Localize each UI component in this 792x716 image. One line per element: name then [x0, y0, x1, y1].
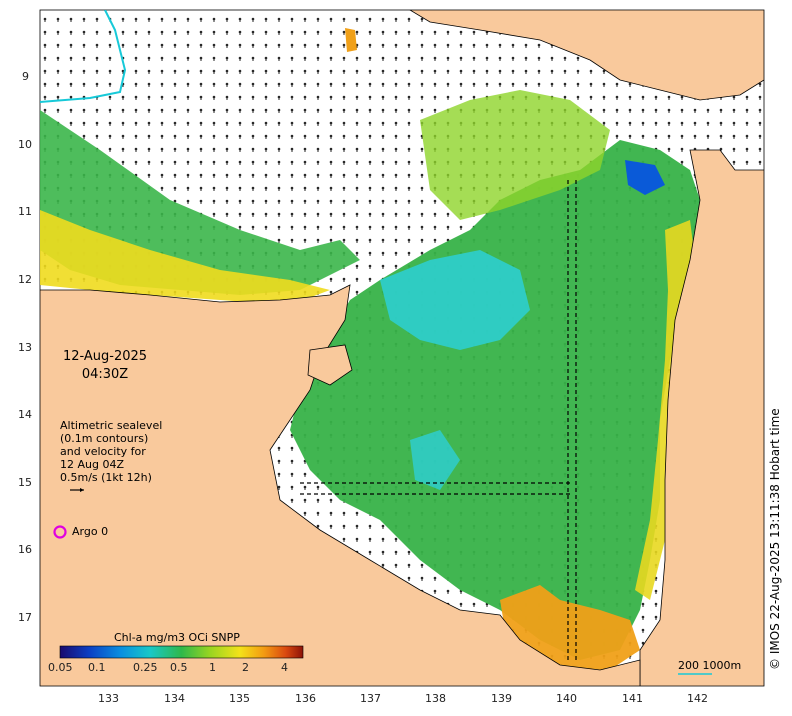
lat-tick: 11 — [18, 205, 32, 218]
colorbar-tick: 4 — [281, 661, 288, 674]
lat-tick: 9 — [22, 70, 29, 83]
alti-line-5: 0.5m/s (1kt 12h) — [60, 471, 152, 484]
lat-tick: 15 — [18, 476, 32, 489]
lat-tick: 16 — [18, 543, 32, 556]
chl-field-coastal-yellow — [40, 210, 330, 305]
lon-tick: 133 — [98, 692, 119, 705]
chl-field-cyan2 — [410, 430, 460, 490]
colorbar — [59, 645, 304, 659]
land-groote-eylandt — [307, 344, 353, 386]
lon-tick: 137 — [360, 692, 381, 705]
chl-field-blue-patch — [625, 160, 665, 195]
colorbar-title: Chl-a mg/m3 OCi SNPP — [114, 631, 240, 644]
argo-marker — [53, 525, 67, 539]
colorbar-tick: 0.1 — [88, 661, 106, 674]
chl-field-cyan — [380, 250, 530, 350]
alti-line-4: 12 Aug 04Z — [60, 458, 125, 471]
alti-line-1: Altimetric sealevel — [60, 419, 163, 432]
colorbar-tick: 1 — [209, 661, 216, 674]
date-text: 12-Aug-2025 — [62, 349, 148, 364]
altimetry-note: Altimetric sealevel (0.1m contours) and … — [60, 419, 162, 484]
scale-bar-label: 200 1000m — [678, 659, 742, 672]
land-cape-york — [639, 149, 764, 686]
lon-tick: 139 — [491, 692, 512, 705]
lat-tick: 13 — [18, 341, 32, 354]
lon-tick: 134 — [164, 692, 185, 705]
colorbar-tick: 0.05 — [48, 661, 73, 674]
lon-tick: 136 — [295, 692, 316, 705]
current-track-horizontal — [300, 482, 570, 495]
land-png — [409, 10, 764, 101]
credit-text: © IMOS 22-Aug-2025 13:11:38 Hobart time — [768, 408, 782, 670]
lon-tick: 141 — [622, 692, 643, 705]
chl-field-main — [290, 140, 700, 660]
colorbar-tick: 0.25 — [133, 661, 158, 674]
lon-tick: 135 — [229, 692, 250, 705]
colorbar-tick: 2 — [242, 661, 249, 674]
colorbar-tick: 0.5 — [170, 661, 188, 674]
alti-line-2: (0.1m contours) — [60, 432, 149, 445]
lat-tick: 14 — [18, 408, 32, 421]
argo-label: Argo 0 — [72, 525, 109, 538]
time-text: 04:30Z — [81, 367, 129, 382]
land-small-island — [345, 28, 357, 52]
lat-tick: 10 — [18, 138, 32, 151]
lon-tick: 142 — [687, 692, 708, 705]
current-track-vertical — [567, 180, 577, 660]
lat-tick: 17 — [18, 611, 32, 624]
lat-tick: 12 — [18, 273, 32, 286]
land-northern-territory — [40, 284, 641, 686]
boundary-line — [40, 10, 127, 103]
chl-field-yellowgreen — [420, 90, 610, 220]
lon-tick: 138 — [425, 692, 446, 705]
timestamp-label: 12-Aug-2025 04:30Z — [60, 348, 150, 384]
lon-tick: 140 — [556, 692, 577, 705]
alti-line-3: and velocity for — [60, 445, 146, 458]
chl-field-south-orange — [500, 585, 640, 670]
